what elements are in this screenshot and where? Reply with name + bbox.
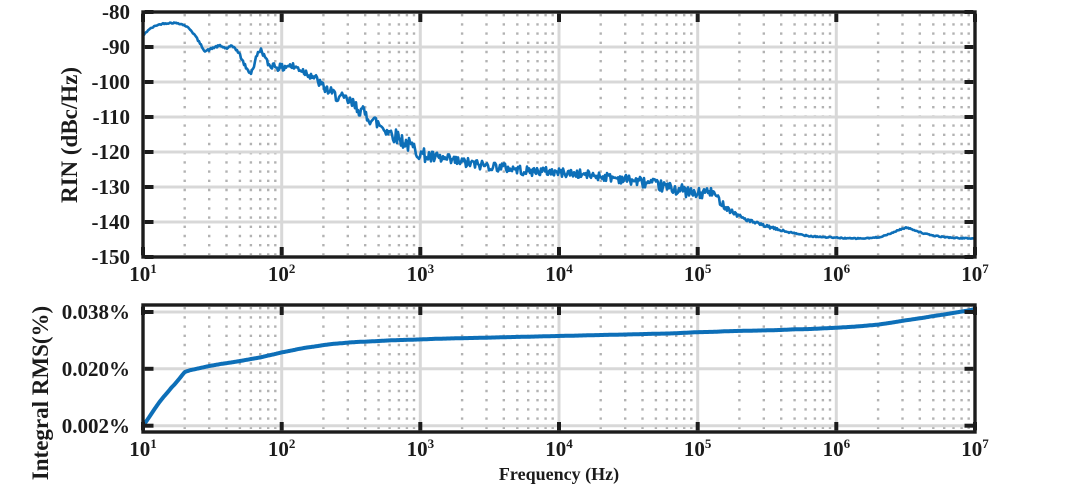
- x-tick-label: 104: [545, 436, 573, 461]
- frequency-x-axis-label: Frequency (Hz): [498, 464, 620, 484]
- x-tick-label: 104: [545, 261, 573, 286]
- y-tick-label: -140: [91, 210, 131, 234]
- x-tick-label: 106: [822, 436, 851, 461]
- y-tick-label: -80: [102, 0, 130, 24]
- y-tick-label: -100: [91, 70, 131, 94]
- y-tick-label: 0.020%: [61, 356, 130, 381]
- x-tick-label: 102: [267, 436, 296, 461]
- y-tick-label: 0.038%: [61, 299, 130, 324]
- x-tick-label: 105: [683, 261, 712, 286]
- axes-border: [141, 303, 977, 434]
- y-tick-label: -130: [91, 175, 131, 199]
- x-tick-label: 106: [822, 261, 851, 286]
- x-tick-label: 107: [961, 261, 989, 286]
- x-tick-label: 103: [406, 261, 435, 286]
- x-tick-label: 107: [961, 436, 989, 461]
- integral-rms-series: [141, 307, 977, 428]
- y-tick-label: 0.002%: [61, 413, 130, 438]
- x-tick-label: 102: [267, 261, 296, 286]
- y-tick-label: -150: [91, 245, 131, 269]
- y-tick-label: -90: [102, 35, 130, 59]
- y-tick-label: -110: [92, 105, 130, 129]
- x-tick-label: 101: [129, 261, 157, 286]
- rin-series: [141, 21, 977, 241]
- axes-border: [141, 10, 977, 259]
- x-tick-label: 103: [406, 436, 435, 461]
- x-tick-label: 105: [683, 436, 712, 461]
- rin-y-axis-label: RIN (dBc/Hz): [57, 66, 82, 204]
- y-tick-label: -120: [91, 140, 131, 164]
- x-tick-label: 101: [129, 436, 157, 461]
